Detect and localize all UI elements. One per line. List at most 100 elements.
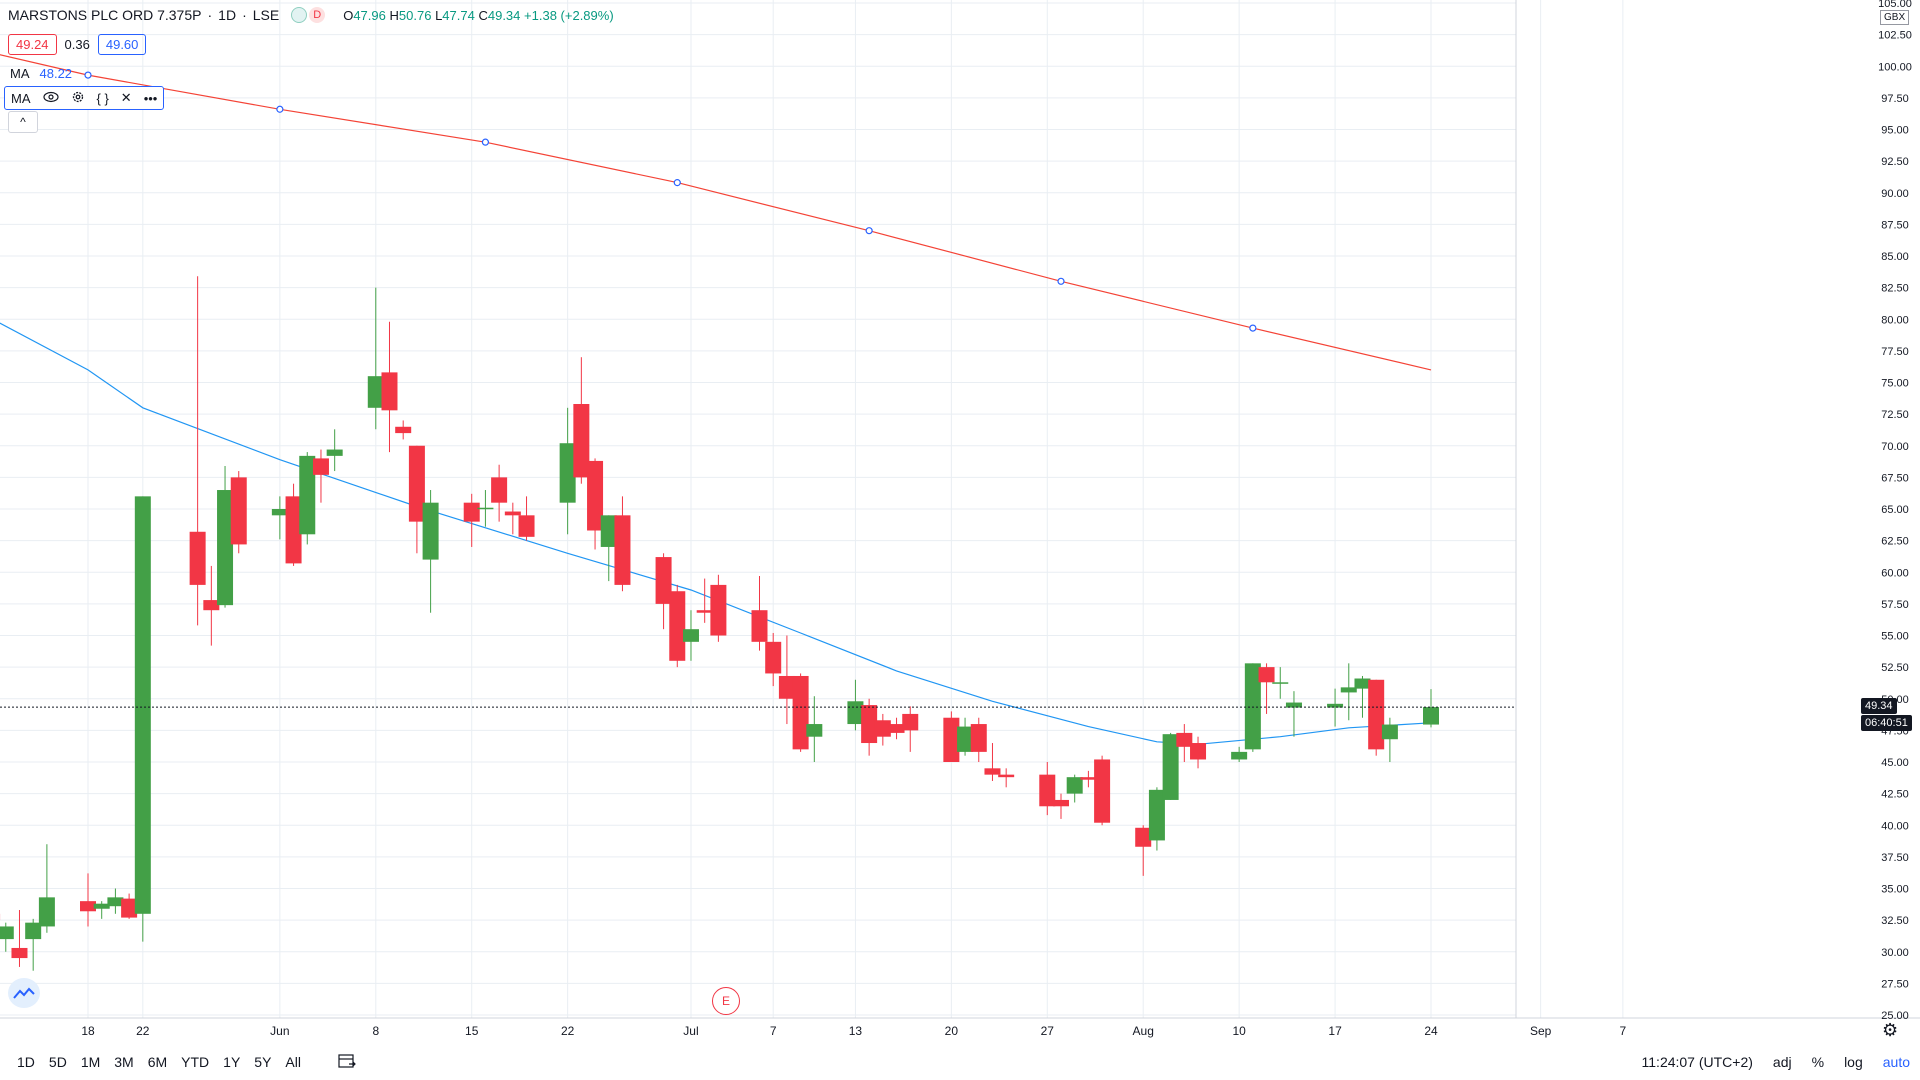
spread-value: 0.36 bbox=[64, 37, 90, 52]
high-value: 50.76 bbox=[398, 7, 432, 23]
candle bbox=[696, 578, 713, 623]
range-1m[interactable]: 1M bbox=[80, 1054, 101, 1070]
candle-body bbox=[710, 584, 727, 636]
range-5d[interactable]: 5D bbox=[48, 1054, 67, 1070]
change-value: +1.38 (+2.89%) bbox=[524, 7, 614, 23]
chart-settings-gear-icon[interactable]: ⚙ bbox=[1882, 1020, 1899, 1040]
candle-body bbox=[0, 926, 14, 940]
eye-icon[interactable] bbox=[42, 91, 59, 106]
candle-body bbox=[38, 897, 55, 927]
candle bbox=[1340, 663, 1357, 721]
y-tick-label: 55.00 bbox=[1881, 631, 1909, 643]
y-tick-label: 32.50 bbox=[1881, 915, 1909, 927]
x-tick-label: 18 bbox=[81, 1024, 95, 1038]
ma-anchor-point bbox=[865, 227, 873, 235]
ma-anchor-point bbox=[481, 138, 490, 146]
collapse-legend-button[interactable]: ^ bbox=[8, 111, 38, 133]
more-icon[interactable]: ••• bbox=[143, 90, 158, 106]
candle bbox=[1368, 679, 1385, 756]
range-1d[interactable]: 1D bbox=[17, 1054, 35, 1070]
earnings-marker[interactable]: E bbox=[712, 987, 740, 1015]
adj-toggle[interactable]: adj bbox=[1772, 1054, 1792, 1070]
candle bbox=[751, 576, 768, 651]
symbol-title[interactable]: MARSTONS PLC ORD 7.375P bbox=[8, 7, 202, 23]
candle bbox=[669, 584, 686, 668]
range-5y[interactable]: 5Y bbox=[254, 1054, 272, 1070]
x-tick-label: 8 bbox=[372, 1024, 379, 1038]
auto-toggle[interactable]: auto bbox=[1882, 1054, 1910, 1070]
candle-body bbox=[80, 901, 96, 912]
y-tick-label: 75.00 bbox=[1881, 378, 1909, 390]
y-tick-label: 102.50 bbox=[1878, 30, 1912, 42]
candle-body bbox=[1327, 703, 1344, 708]
candle-body bbox=[1340, 687, 1357, 693]
y-tick-label: 70.00 bbox=[1881, 441, 1909, 453]
candle-body bbox=[984, 768, 1001, 775]
status-dots: D bbox=[291, 7, 326, 23]
candle-body bbox=[1231, 751, 1248, 760]
ask-price[interactable]: 49.60 bbox=[97, 34, 147, 55]
ma-anchor-point bbox=[276, 105, 284, 113]
candle-body bbox=[504, 511, 521, 516]
candle-body bbox=[217, 490, 234, 606]
candle-body bbox=[1258, 667, 1275, 683]
candle bbox=[888, 717, 905, 740]
percent-toggle[interactable]: % bbox=[1811, 1054, 1825, 1070]
delayed-badge: D bbox=[309, 7, 326, 23]
range-3m[interactable]: 3M bbox=[114, 1054, 134, 1070]
ma-toolbar-label: MA bbox=[11, 90, 31, 106]
interval-label[interactable]: 1D bbox=[218, 7, 237, 23]
candle-body bbox=[1190, 743, 1207, 760]
x-tick-label: 27 bbox=[1041, 1024, 1055, 1038]
y-tick-label: 67.50 bbox=[1881, 472, 1909, 484]
candle-body bbox=[587, 460, 604, 531]
candle-body bbox=[614, 515, 631, 585]
candle-body bbox=[1052, 799, 1069, 807]
candle bbox=[1135, 825, 1152, 876]
candle bbox=[107, 888, 124, 914]
log-toggle[interactable]: log bbox=[1844, 1054, 1863, 1070]
goto-date-icon[interactable] bbox=[338, 1053, 356, 1072]
bottom-toolbar: 1D 5D 1M 3M 6M YTD 1Y 5Y All 11:24:07 (U… bbox=[0, 1044, 1920, 1080]
candle bbox=[504, 502, 521, 535]
clock-time[interactable]: 11:24:07 (UTC+2) bbox=[1641, 1054, 1753, 1070]
candle-body bbox=[121, 898, 138, 918]
candle-body bbox=[888, 724, 905, 733]
candle bbox=[1423, 689, 1439, 728]
ma-legend[interactable]: MA 48.22 bbox=[10, 66, 72, 81]
range-all[interactable]: All bbox=[285, 1054, 301, 1070]
range-1y[interactable]: 1Y bbox=[223, 1054, 241, 1070]
x-tick-label: 7 bbox=[770, 1024, 777, 1038]
range-ytd[interactable]: YTD bbox=[181, 1054, 210, 1070]
y-tick-label: 72.50 bbox=[1881, 409, 1909, 421]
candle-body bbox=[1094, 759, 1111, 823]
tradingview-logo-icon[interactable] bbox=[8, 978, 40, 1008]
x-tick-label: 10 bbox=[1232, 1024, 1246, 1038]
range-6m[interactable]: 6M bbox=[147, 1054, 168, 1070]
candle bbox=[998, 768, 1015, 788]
y-tick-label: 97.50 bbox=[1881, 93, 1909, 105]
candle bbox=[0, 922, 14, 952]
candle bbox=[11, 910, 28, 967]
ma-anchor-point bbox=[1249, 324, 1257, 332]
candle-body bbox=[326, 449, 343, 456]
gear-icon[interactable] bbox=[71, 90, 85, 107]
symbol-legend[interactable]: MARSTONS PLC ORD 7.375P · 1D · LSE D O47… bbox=[8, 7, 614, 23]
candle bbox=[847, 679, 864, 731]
candle-body bbox=[1135, 827, 1152, 847]
candle-body bbox=[1381, 724, 1398, 740]
close-icon[interactable]: ✕ bbox=[120, 90, 132, 105]
bid-price[interactable]: 49.24 bbox=[8, 34, 57, 55]
source-code-icon[interactable]: { } bbox=[96, 90, 109, 106]
candle bbox=[1285, 691, 1302, 737]
candle-body bbox=[1176, 732, 1193, 747]
candle-body bbox=[93, 903, 110, 909]
candle bbox=[1244, 663, 1261, 752]
candle bbox=[984, 743, 1001, 781]
candle-body bbox=[477, 507, 494, 510]
candle bbox=[395, 420, 412, 440]
candle-body bbox=[1285, 702, 1302, 708]
candle-body bbox=[230, 477, 247, 545]
candle bbox=[189, 276, 206, 626]
